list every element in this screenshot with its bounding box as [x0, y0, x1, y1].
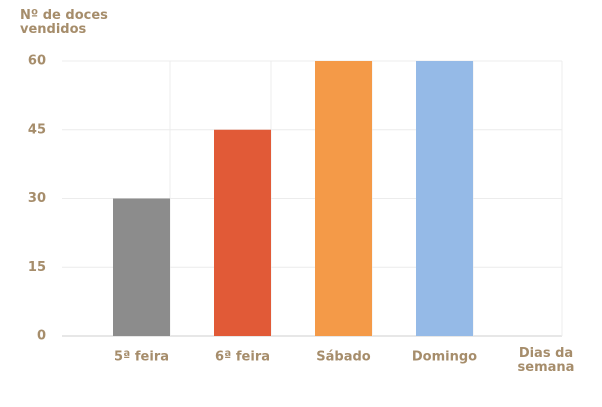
y-tick-label: 15 [28, 260, 46, 275]
x-tick-label: 6ª feira [215, 350, 270, 365]
bar [113, 198, 170, 336]
y-axis-title: Nº de doces vendidos [20, 8, 108, 37]
bar [214, 129, 271, 336]
x-tick-label: 5ª feira [114, 350, 169, 365]
y-tick-label: 0 [37, 329, 46, 344]
bar [416, 61, 473, 336]
x-axis-title: Dias da semana [517, 346, 575, 375]
bar [315, 61, 372, 336]
x-tick-label: Sábado [316, 350, 371, 365]
x-tick-label: Domingo [412, 350, 477, 365]
y-tick-label: 60 [28, 54, 46, 69]
y-tick-label: 45 [28, 122, 46, 137]
y-tick-label: 30 [28, 191, 46, 206]
